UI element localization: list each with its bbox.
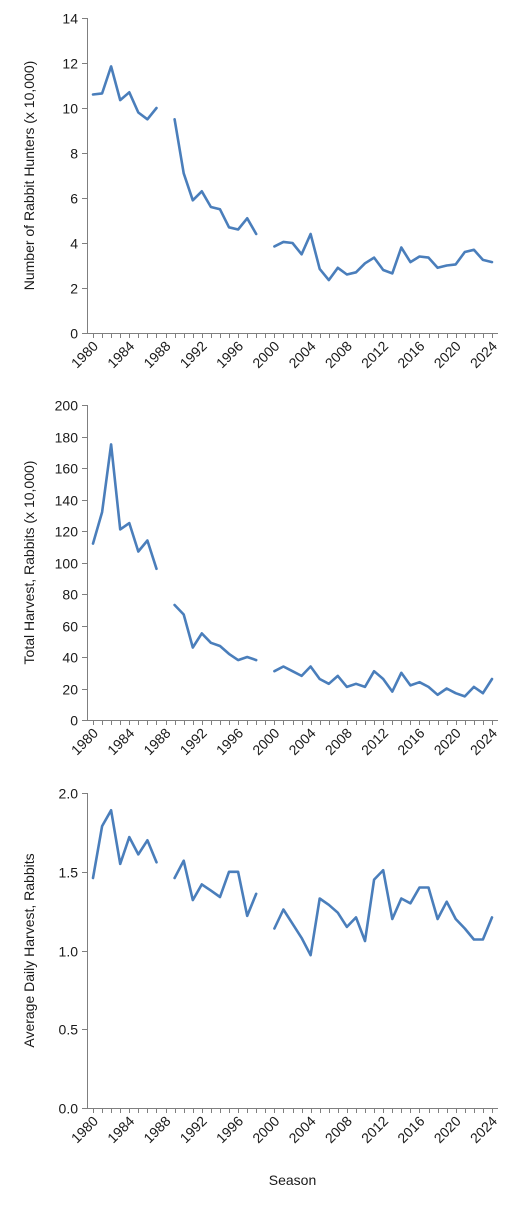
y-tick-label: 10	[62, 101, 78, 117]
x-tick-label: 2000	[249, 725, 282, 758]
x-tick-label: 2008	[322, 1113, 355, 1146]
x-tick-label: 2004	[285, 1113, 318, 1146]
series-line-segment-2	[173, 603, 258, 662]
y-tick-label: 0	[70, 326, 78, 342]
y-tick-label: 12	[62, 56, 78, 72]
y-tick-label: 0.5	[59, 1022, 79, 1038]
y-tick-label: 2.0	[59, 786, 79, 802]
series-line-segment-1	[91, 808, 158, 880]
x-tick-label: 2024	[467, 338, 500, 371]
y-tick-label: 120	[55, 524, 79, 540]
series-line-segment-2	[173, 859, 258, 918]
x-tick-label: 1996	[213, 725, 246, 758]
series-line-segment-1	[91, 443, 158, 571]
y-tick-label: 160	[55, 461, 79, 477]
x-tick-label: 2020	[431, 1113, 464, 1146]
x-tick-label: 2016	[394, 1113, 427, 1146]
y-tick-label: 140	[55, 493, 79, 509]
x-tick-label: 2012	[358, 1113, 391, 1146]
x-tick-label: 1980	[68, 338, 101, 371]
y-tick-label: 0.0	[59, 1101, 79, 1117]
x-tick-label: 2024	[467, 725, 500, 758]
x-tick-label: 2004	[285, 725, 318, 758]
y-tick-label: 8	[70, 146, 78, 162]
y-tick-label: 100	[55, 556, 79, 572]
x-tick-label: 1988	[140, 338, 173, 371]
x-tick-label: 2008	[322, 725, 355, 758]
x-tick-label: 2008	[322, 338, 355, 371]
x-axis-label: Season	[269, 1172, 316, 1188]
y-axis-label: Average Daily Harvest, Rabbits	[21, 853, 37, 1047]
y-tick-label: 20	[62, 682, 78, 698]
x-tick-label: 1988	[140, 725, 173, 758]
y-tick-label: 0	[70, 713, 78, 729]
x-tick-label: 2024	[467, 1113, 500, 1146]
y-tick-label: 6	[70, 191, 78, 207]
x-tick-label: 1992	[177, 725, 210, 758]
x-tick-label: 2016	[394, 338, 427, 371]
x-tick-label: 2012	[358, 338, 391, 371]
x-tick-label: 2012	[358, 725, 391, 758]
x-tick-label: 1992	[177, 1113, 210, 1146]
y-axis-label: Number of Rabbit Hunters (x 10,000)	[21, 61, 37, 291]
series-line-segment-2	[173, 118, 258, 236]
x-tick-label: 1984	[104, 338, 137, 371]
x-tick-label: 1980	[68, 1113, 101, 1146]
series-line-segment-1	[91, 65, 158, 121]
series-line-segment-3	[273, 232, 494, 282]
y-tick-label: 4	[70, 236, 78, 252]
y-tick-label: 1.5	[59, 865, 79, 881]
y-tick-label: 180	[55, 430, 79, 446]
x-tick-label: 1980	[68, 725, 101, 758]
x-tick-label: 1984	[104, 725, 137, 758]
x-tick-label: 2020	[431, 725, 464, 758]
y-tick-label: 1.0	[59, 944, 79, 960]
y-tick-label: 14	[62, 11, 78, 27]
y-tick-label: 2	[70, 281, 78, 297]
y-tick-label: 40	[62, 650, 78, 666]
y-axis-label: Total Harvest, Rabbits (x 10,000)	[21, 461, 37, 665]
x-tick-label: 2000	[249, 1113, 282, 1146]
series-line-segment-3	[273, 665, 494, 698]
x-tick-label: 2020	[431, 338, 464, 371]
series-line-segment-3	[273, 868, 494, 957]
x-tick-label: 2004	[285, 338, 318, 371]
x-tick-label: 1996	[213, 338, 246, 371]
y-tick-label: 80	[62, 587, 78, 603]
x-tick-label: 1984	[104, 1113, 137, 1146]
y-tick-label: 200	[55, 398, 79, 414]
y-tick-label: 60	[62, 619, 78, 635]
x-tick-label: 1996	[213, 1113, 246, 1146]
x-tick-label: 2016	[394, 725, 427, 758]
x-tick-label: 1988	[140, 1113, 173, 1146]
x-tick-label: 2000	[249, 338, 282, 371]
x-tick-label: 1992	[177, 338, 210, 371]
